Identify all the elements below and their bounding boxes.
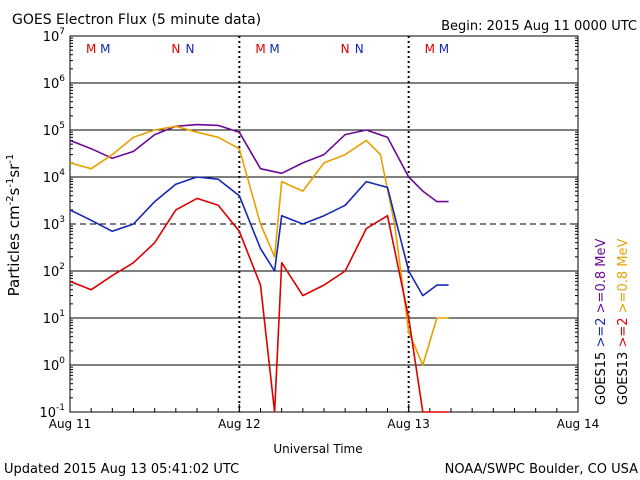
chart-title: GOES Electron Flux (5 minute data) [12,12,261,28]
mn-marker: N [355,42,364,56]
x-axis-label: Universal Time [273,442,362,456]
flux-series-line [69,197,449,413]
y-tick-label: 106 [43,74,66,92]
credit: NOAA/SWPC Boulder, CO USA [445,462,638,477]
gridlines [69,35,579,413]
y-axis-label: Particles cm-2s-1sr-1 [5,154,23,297]
updated-timestamp: Updated 2015 Aug 13 05:41:02 UTC [4,462,239,477]
flux-series-line [69,123,449,203]
y-tick-labels: 10-1 100 101 102 103 104 105 106 107 [39,27,65,421]
mn-marker: M [100,42,110,56]
begin-time: Begin: 2015 Aug 11 0000 UTC [441,19,637,34]
mn-marker: M [86,42,96,56]
legend: GOES15 >=2 >=0.8 MeV GOES13 >=2 >=0.8 MeV [594,239,631,405]
mn-marker: M [269,42,279,56]
flux-series-line [69,176,449,297]
x-tick-label: Aug 13 [387,417,430,431]
x-tick-label: Aug 14 [557,417,600,431]
y-tick-label: 102 [43,262,65,280]
mn-marker: N [185,42,194,56]
mn-marker: M [439,42,449,56]
mn-marker: M [425,42,435,56]
y-tick-label: 104 [43,168,66,186]
y-tick-label: 105 [43,121,65,139]
y-tick-label: 10-1 [39,403,65,421]
x-tick-label: Aug 11 [49,417,92,431]
y-axis-label-text: Particles cm [5,205,23,296]
flux-series [69,123,449,413]
mn-marker: M [255,42,265,56]
y-tick-label: 101 [43,309,65,327]
mn-marker: N [341,42,350,56]
y-tick-label: 100 [43,356,66,374]
x-tick-label: Aug 12 [218,417,261,431]
y-tick-label: 103 [43,215,65,233]
legend-entry: GOES15 >=2 >=0.8 MeV [594,239,609,405]
mn-marker: N [171,42,180,56]
flux-series-line [69,125,449,366]
legend-entry: GOES13 >=2 >=0.8 MeV [616,239,631,405]
y-tick-label: 107 [43,27,65,45]
x-tick-labels: Aug 11 Aug 12 Aug 13 Aug 14 [49,417,600,431]
